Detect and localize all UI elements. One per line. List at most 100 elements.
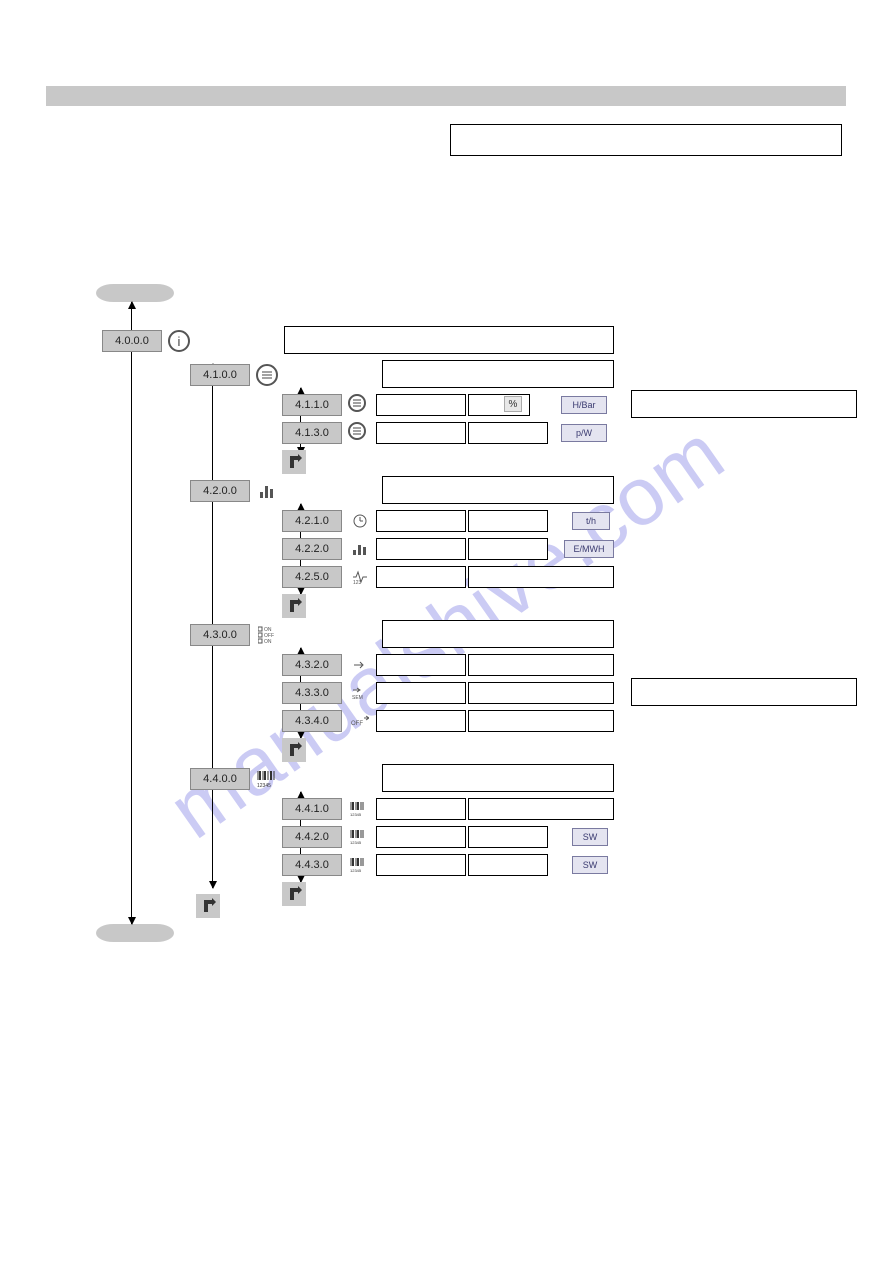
- header-bar: [46, 86, 846, 106]
- field[interactable]: [376, 538, 466, 560]
- off-icon: OFF: [348, 710, 372, 732]
- menu-code-root[interactable]: 4.0.0.0: [102, 330, 162, 352]
- back-button[interactable]: [282, 594, 306, 618]
- field-group-desc[interactable]: [382, 476, 614, 504]
- bars-icon: [348, 538, 372, 560]
- info-icon: i: [168, 330, 190, 352]
- svg-text:12345: 12345: [350, 840, 362, 845]
- field-group-desc[interactable]: [382, 764, 614, 792]
- menu-code[interactable]: 4.2.2.0: [282, 538, 342, 560]
- back-button[interactable]: [196, 894, 220, 918]
- field[interactable]: [468, 826, 548, 848]
- sem-icon: SEM: [348, 682, 372, 704]
- field[interactable]: [376, 510, 466, 532]
- field[interactable]: [468, 854, 548, 876]
- clock-icon: [348, 510, 372, 532]
- list-icon: [256, 364, 278, 386]
- code-label: 4.2.0.0: [203, 486, 237, 497]
- menu-tree: 4.0.0.0 i 4.1.0.0 4.1.1.0 % H/Bar 4.1.3.…: [96, 284, 876, 954]
- menu-code[interactable]: 4.1.0.0: [190, 364, 250, 386]
- torn-edge-top: [96, 284, 174, 302]
- pulse-icon: 123: [348, 566, 372, 588]
- code-label: 4.1.0.0: [203, 370, 237, 381]
- torn-edge-bottom: [96, 924, 174, 942]
- code-label: 4.2.2.0: [295, 544, 329, 555]
- menu-code[interactable]: 4.2.5.0: [282, 566, 342, 588]
- code-label: 4.3.3.0: [295, 688, 329, 699]
- field-note[interactable]: [631, 390, 857, 418]
- code-label: 4.3.4.0: [295, 716, 329, 727]
- field[interactable]: [468, 798, 614, 820]
- field[interactable]: [376, 682, 466, 704]
- menu-code[interactable]: 4.3.2.0: [282, 654, 342, 676]
- bars-icon: [256, 480, 280, 502]
- field[interactable]: [376, 798, 466, 820]
- code-label: 4.2.1.0: [295, 516, 329, 527]
- field[interactable]: [468, 682, 614, 704]
- back-button[interactable]: [282, 882, 306, 906]
- field-root[interactable]: [284, 326, 614, 354]
- field[interactable]: [376, 710, 466, 732]
- field[interactable]: [376, 854, 466, 876]
- menu-code[interactable]: 4.4.3.0: [282, 854, 342, 876]
- menu-code[interactable]: 4.2.0.0: [190, 480, 250, 502]
- svg-text:12345: 12345: [257, 783, 271, 788]
- svg-text:SEM: SEM: [352, 695, 363, 701]
- unit-badge: t/h: [572, 512, 610, 530]
- main-scroll-indicator: [131, 302, 132, 924]
- field-group-desc[interactable]: [382, 620, 614, 648]
- list-icon: [348, 394, 366, 412]
- barcode-icon: 12345: [348, 826, 372, 848]
- svg-text:ON: ON: [264, 639, 272, 644]
- menu-code[interactable]: 4.3.4.0: [282, 710, 342, 732]
- unit-badge: H/Bar: [561, 396, 607, 414]
- title-box: [450, 124, 842, 156]
- list-icon: [348, 422, 366, 440]
- code-label: 4.4.1.0: [295, 804, 329, 815]
- barcode-icon: 12345: [348, 798, 372, 820]
- barcode-icon: 12345: [256, 768, 280, 790]
- field[interactable]: [376, 826, 466, 848]
- code-label: 4.4.2.0: [295, 832, 329, 843]
- field-group-desc[interactable]: [382, 360, 614, 388]
- menu-code[interactable]: 4.4.0.0: [190, 768, 250, 790]
- back-button[interactable]: [282, 450, 306, 474]
- unit-badge: SW: [572, 856, 608, 874]
- menu-code[interactable]: 4.3.3.0: [282, 682, 342, 704]
- unit-badge: E/MWH: [564, 540, 614, 558]
- field[interactable]: [376, 394, 466, 416]
- switches-icon: ONOFFON: [256, 624, 280, 646]
- unit-badge: p/W: [561, 424, 607, 442]
- field[interactable]: [468, 710, 614, 732]
- field[interactable]: [468, 422, 548, 444]
- field[interactable]: [468, 510, 548, 532]
- field[interactable]: [376, 566, 466, 588]
- back-button[interactable]: [282, 738, 306, 762]
- unit-badge: SW: [572, 828, 608, 846]
- code-label: 4.1.3.0: [295, 428, 329, 439]
- code-label: 4.1.1.0: [295, 400, 329, 411]
- menu-code[interactable]: 4.4.2.0: [282, 826, 342, 848]
- percent-badge: %: [504, 396, 522, 412]
- field[interactable]: [376, 422, 466, 444]
- code-label: 4.3.2.0: [295, 660, 329, 671]
- code-label: 4.0.0.0: [115, 336, 149, 347]
- output-icon: [348, 654, 372, 676]
- menu-code[interactable]: 4.2.1.0: [282, 510, 342, 532]
- menu-code[interactable]: 4.3.0.0: [190, 624, 250, 646]
- svg-text:123: 123: [353, 580, 362, 585]
- menu-code[interactable]: 4.1.1.0: [282, 394, 342, 416]
- field-note[interactable]: [631, 678, 857, 706]
- svg-text:12345: 12345: [350, 868, 362, 873]
- field[interactable]: [468, 538, 548, 560]
- code-label: 4.4.3.0: [295, 860, 329, 871]
- code-label: 4.4.0.0: [203, 774, 237, 785]
- menu-code[interactable]: 4.1.3.0: [282, 422, 342, 444]
- code-label: 4.2.5.0: [295, 572, 329, 583]
- menu-code[interactable]: 4.4.1.0: [282, 798, 342, 820]
- barcode-icon: 12345: [348, 854, 372, 876]
- field[interactable]: [376, 654, 466, 676]
- field[interactable]: [468, 654, 614, 676]
- field[interactable]: [468, 566, 614, 588]
- svg-text:OFF: OFF: [351, 721, 363, 727]
